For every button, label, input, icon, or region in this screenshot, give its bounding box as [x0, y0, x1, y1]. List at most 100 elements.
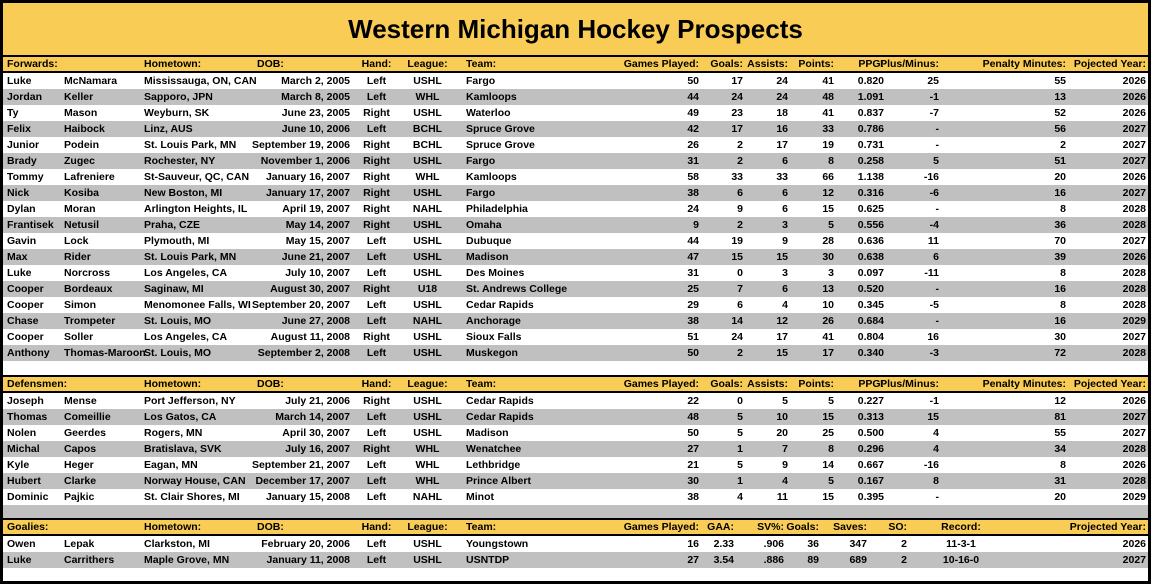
penalty-minutes-cell[interactable]: 36: [1054, 219, 1067, 231]
first-name-cell[interactable]: Anthony: [7, 347, 50, 359]
team-cell[interactable]: Kamloops: [466, 171, 517, 183]
projected-year-cell[interactable]: 2027: [1122, 331, 1147, 343]
ppg-cell[interactable]: 0.786: [857, 123, 885, 135]
ppg-cell[interactable]: 0.296: [857, 443, 885, 455]
league-cell[interactable]: USHL: [413, 75, 442, 87]
ppg-cell[interactable]: 0.258: [857, 155, 885, 167]
hand-cell[interactable]: Right: [363, 443, 390, 455]
games-played-cell[interactable]: 50: [687, 427, 700, 439]
first-name-cell[interactable]: Cooper: [7, 331, 44, 343]
plus-minus-cell[interactable]: -7: [929, 107, 940, 119]
penalty-minutes-cell[interactable]: 20: [1054, 171, 1067, 183]
penalty-minutes-cell[interactable]: 20: [1054, 491, 1067, 503]
hand-cell[interactable]: Left: [366, 459, 387, 471]
dob-cell[interactable]: September 19, 2006: [251, 139, 351, 151]
projected-year-cell[interactable]: 2029: [1122, 315, 1147, 327]
games-played-header[interactable]: Games Played:: [618, 375, 704, 393]
league-cell[interactable]: USHL: [413, 347, 442, 359]
projected-year-cell[interactable]: 2027: [1122, 123, 1147, 135]
team-cell[interactable]: Wenatchee: [466, 443, 522, 455]
league-cell[interactable]: USHL: [413, 331, 442, 343]
plus-minus-cell[interactable]: -3: [929, 347, 940, 359]
projected-year-cell[interactable]: 2026: [1122, 459, 1147, 471]
sv-pct-cell[interactable]: .906: [763, 538, 784, 550]
games-played-cell[interactable]: 50: [687, 75, 700, 87]
ppg-header[interactable]: PPG:: [838, 55, 889, 73]
points-cell[interactable]: 13: [822, 283, 835, 295]
league-cell[interactable]: USHL: [413, 107, 442, 119]
games-played-cell[interactable]: 50: [687, 347, 700, 359]
last-name-cell[interactable]: Thomas-Maroon: [64, 347, 146, 359]
team-cell[interactable]: Cedar Rapids: [466, 395, 534, 407]
league-cell[interactable]: USHL: [413, 251, 442, 263]
goals-cell[interactable]: 17: [731, 123, 744, 135]
so-header[interactable]: SO:: [871, 518, 911, 536]
projected-year-cell[interactable]: 2027: [1122, 235, 1147, 247]
hometown-cell[interactable]: Mississauga, ON, CAN: [144, 75, 257, 87]
projected-year-cell[interactable]: 2026: [1122, 75, 1147, 87]
projected-year-cell[interactable]: 2028: [1122, 203, 1147, 215]
first-name-cell[interactable]: Hubert: [7, 475, 41, 487]
dob-cell[interactable]: March 8, 2005: [281, 91, 351, 103]
league-cell[interactable]: NAHL: [412, 491, 443, 503]
games-played-cell[interactable]: 58: [687, 171, 700, 183]
team-cell[interactable]: Des Moines: [466, 267, 525, 279]
assists-header[interactable]: Assists:: [747, 55, 793, 73]
hand-cell[interactable]: Right: [363, 155, 390, 167]
projected-year-cell[interactable]: 2026: [1122, 395, 1147, 407]
points-cell[interactable]: 19: [822, 139, 835, 151]
penalty-minutes-cell[interactable]: 13: [1054, 91, 1067, 103]
last-name-cell[interactable]: Geerdes: [64, 427, 107, 439]
last-name-cell[interactable]: Bordeaux: [64, 283, 113, 295]
points-cell[interactable]: 30: [822, 251, 835, 263]
points-cell[interactable]: 5: [828, 219, 835, 231]
dob-cell[interactable]: January 16, 2007: [265, 171, 351, 183]
first-name-cell[interactable]: Cooper: [7, 299, 44, 311]
record-header[interactable]: Record:: [911, 518, 1011, 536]
plus-minus-cell[interactable]: -: [935, 315, 940, 327]
goals-cell[interactable]: 24: [731, 91, 744, 103]
dob-cell[interactable]: August 30, 2007: [270, 283, 351, 295]
penalty-minutes-cell[interactable]: 12: [1054, 395, 1067, 407]
hometown-cell[interactable]: Rochester, NY: [144, 155, 216, 167]
points-cell[interactable]: 66: [822, 171, 835, 183]
section-label[interactable]: Forwards:: [3, 55, 141, 73]
games-played-cell[interactable]: 9: [693, 219, 700, 231]
dob-cell[interactable]: July 16, 2007: [285, 443, 351, 455]
assists-cell[interactable]: 12: [776, 315, 789, 327]
dob-cell[interactable]: May 15, 2007: [285, 235, 351, 247]
last-name-cell[interactable]: Comeillie: [64, 411, 111, 423]
points-cell[interactable]: 5: [828, 395, 835, 407]
first-name-cell[interactable]: Michal: [7, 443, 40, 455]
hand-cell[interactable]: Left: [366, 251, 387, 263]
ppg-cell[interactable]: 0.520: [857, 283, 885, 295]
assists-cell[interactable]: 6: [782, 203, 789, 215]
plus-minus-cell[interactable]: 8: [933, 475, 940, 487]
games-played-cell[interactable]: 42: [687, 123, 700, 135]
plus-minus-cell[interactable]: -: [935, 123, 940, 135]
points-cell[interactable]: 26: [822, 315, 835, 327]
hometown-header[interactable]: Hometown:: [140, 375, 254, 393]
assists-cell[interactable]: 5: [782, 395, 789, 407]
section-label[interactable]: Goalies:: [3, 518, 140, 536]
hand-cell[interactable]: Right: [363, 395, 390, 407]
team-cell[interactable]: St. Andrews College: [466, 283, 568, 295]
plus-minus-header[interactable]: Plus/Minus:: [880, 55, 944, 73]
last-name-cell[interactable]: Trompeter: [64, 315, 116, 327]
plus-minus-cell[interactable]: 15: [927, 411, 940, 423]
gaa-header[interactable]: GAA:: [703, 518, 738, 536]
first-name-cell[interactable]: Junior: [7, 139, 40, 151]
team-cell[interactable]: Madison: [466, 251, 509, 263]
hand-cell[interactable]: Right: [363, 187, 390, 199]
projected-year-cell[interactable]: 2026: [1122, 91, 1147, 103]
assists-cell[interactable]: 10: [776, 411, 789, 423]
hometown-cell[interactable]: Saginaw, MI: [144, 283, 204, 295]
projected-year-cell[interactable]: 2029: [1122, 491, 1147, 503]
penalty-minutes-cell[interactable]: 31: [1054, 475, 1067, 487]
penalty-minutes-cell[interactable]: 34: [1054, 443, 1067, 455]
points-cell[interactable]: 5: [828, 475, 835, 487]
points-header[interactable]: Points:: [792, 55, 839, 73]
hometown-header[interactable]: Hometown:: [140, 55, 254, 73]
team-cell[interactable]: Fargo: [466, 187, 496, 199]
points-cell[interactable]: 33: [822, 123, 835, 135]
